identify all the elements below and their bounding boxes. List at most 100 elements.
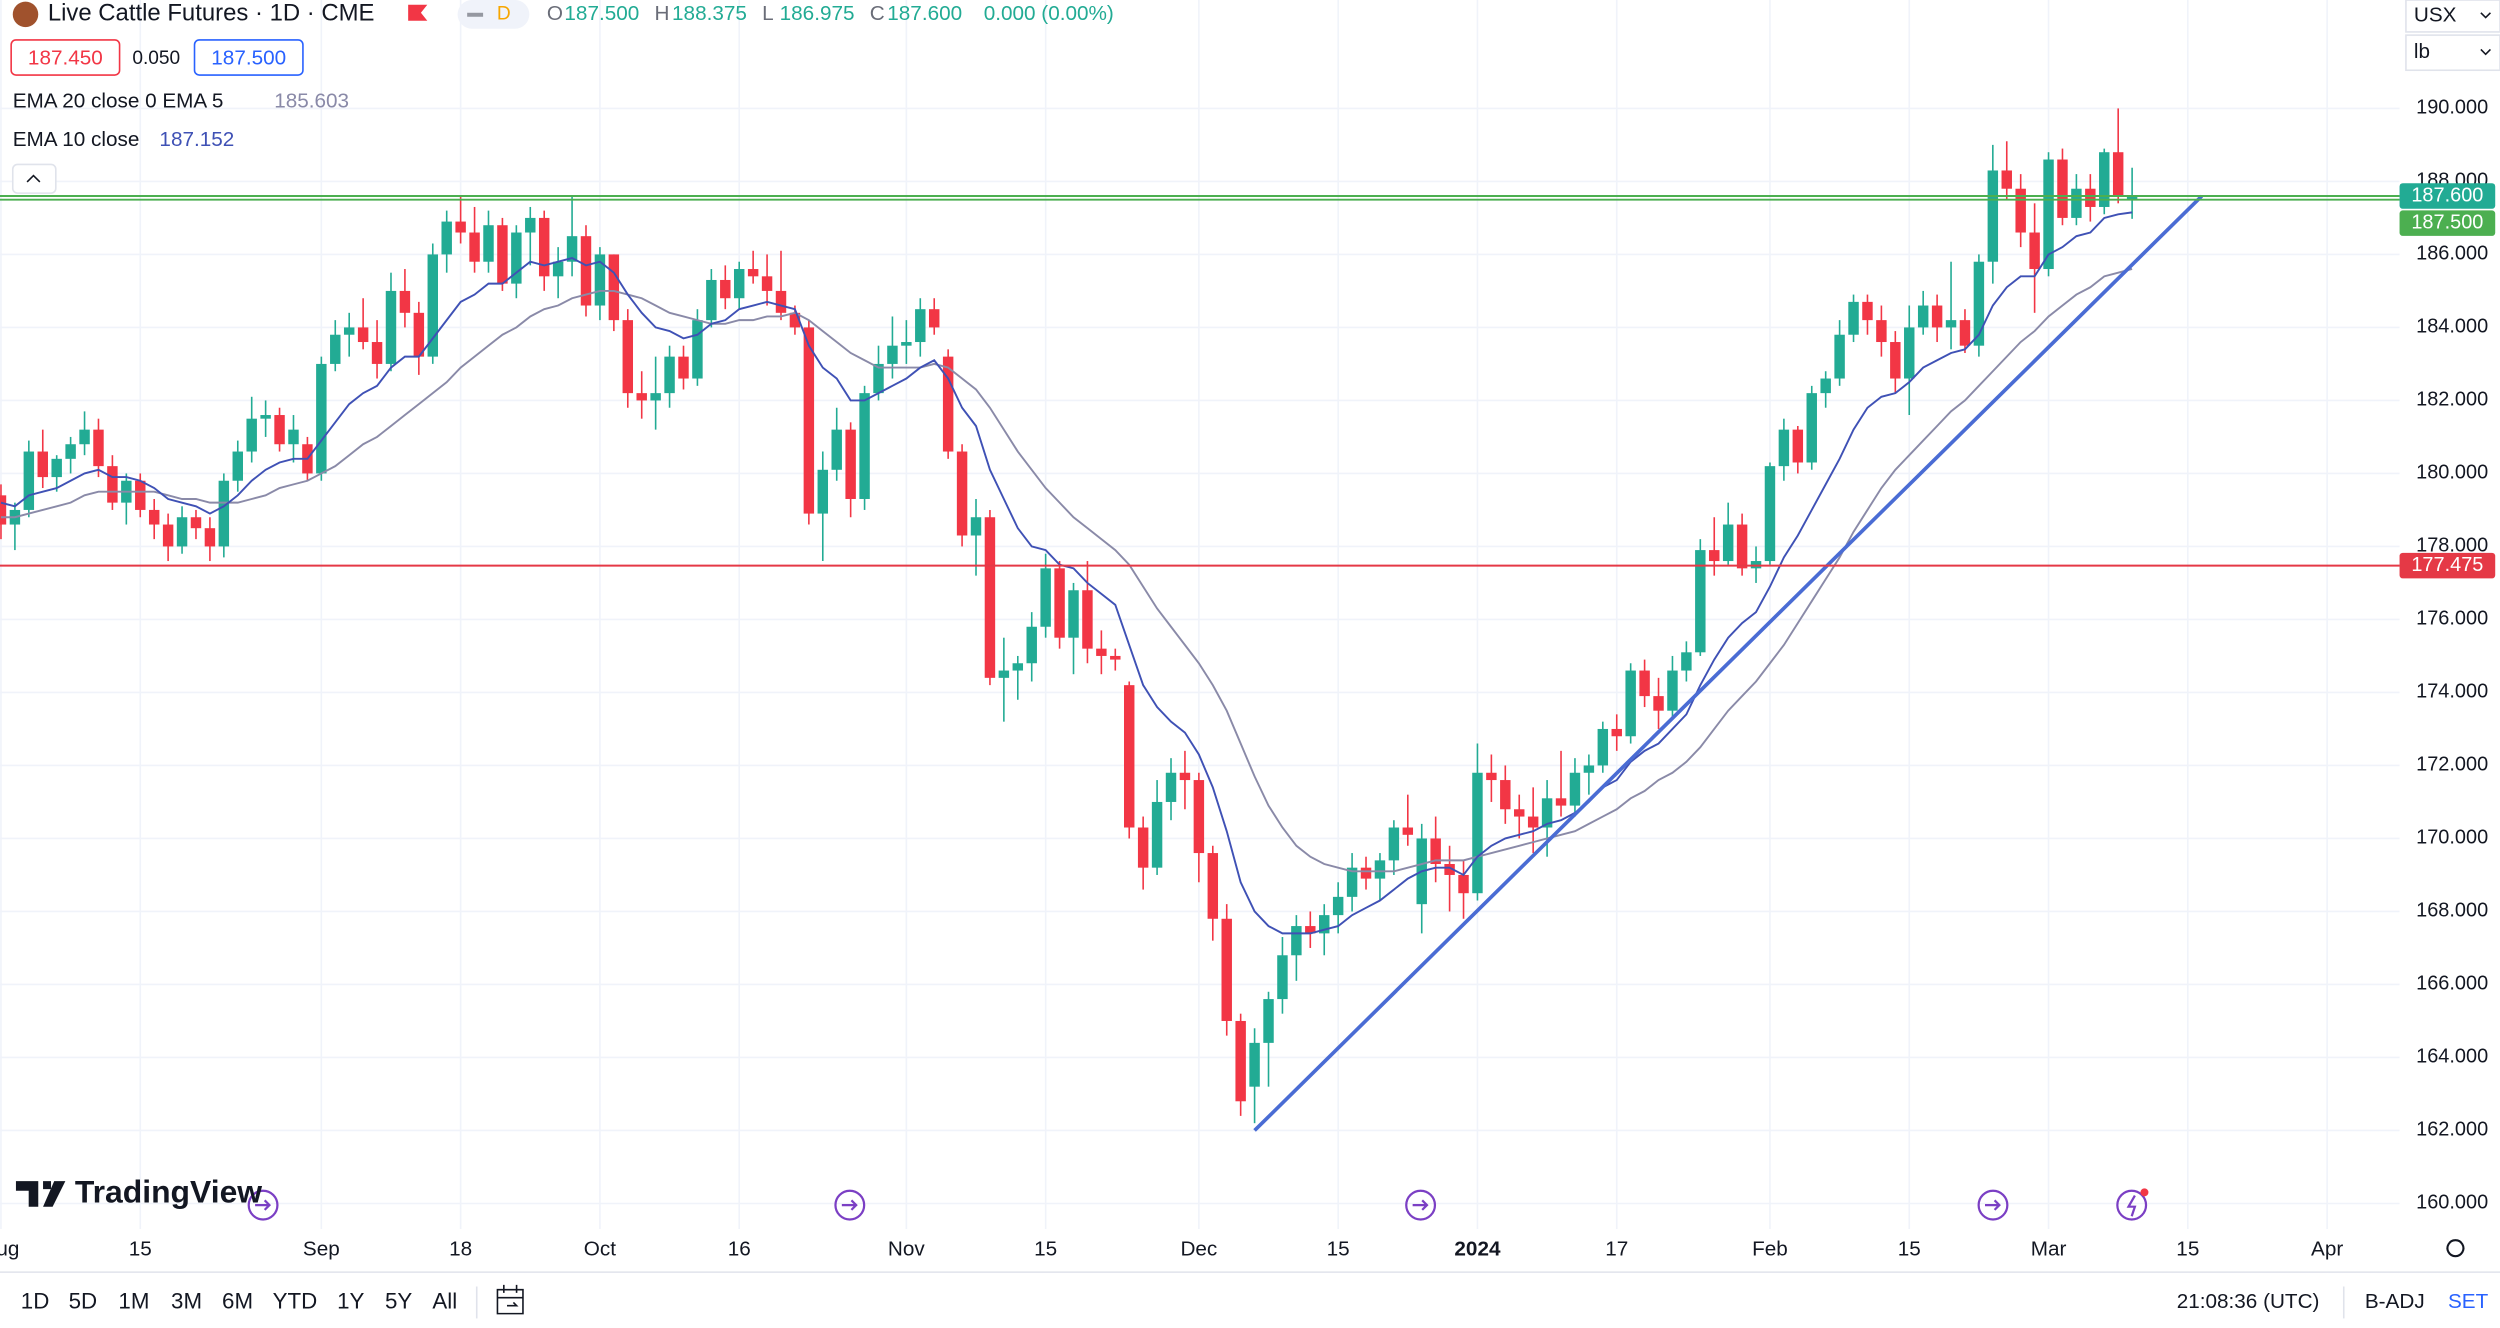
candle-body <box>1040 568 1051 627</box>
candle-body <box>1541 798 1553 828</box>
candle-body <box>385 290 397 364</box>
candle-body <box>1110 655 1121 660</box>
date-range-icon[interactable] <box>496 1284 524 1315</box>
candle-body <box>497 225 508 284</box>
bid[interactable]: 187.450 <box>28 47 103 70</box>
range-button[interactable]: 3M <box>171 1288 202 1313</box>
candle-body <box>1876 320 1887 343</box>
ask[interactable]: 187.500 <box>211 47 286 70</box>
candle-body <box>65 444 76 459</box>
collapse-icon <box>26 174 41 183</box>
bid-box[interactable] <box>10 39 121 76</box>
y-tick-label: 186.000 <box>2416 243 2488 265</box>
ask-box[interactable] <box>193 39 304 76</box>
collapse-button[interactable] <box>11 163 57 194</box>
candle-body <box>636 393 647 401</box>
candle-body <box>107 466 118 503</box>
flag-icon[interactable] <box>408 4 428 21</box>
candle-body <box>1569 772 1581 806</box>
candle-body <box>1500 780 1511 810</box>
clock[interactable]: 21:08:36 (UTC) <box>2177 1290 2320 1313</box>
candle-body <box>928 309 940 328</box>
candle-body <box>1235 1020 1246 1102</box>
y-tick-label: 190.000 <box>2416 97 2488 119</box>
range-button[interactable]: YTD <box>273 1288 318 1313</box>
candle-body <box>330 334 341 364</box>
interval-badge[interactable]: D <box>497 3 511 24</box>
y-tick-label: 170.000 <box>2416 827 2488 849</box>
candle-body <box>2126 196 2138 200</box>
candle-body <box>998 670 1010 678</box>
candle-body <box>1360 867 1372 879</box>
candle-body <box>1151 801 1163 868</box>
candle-body <box>2085 188 2096 207</box>
ohlc-key: L <box>762 2 774 25</box>
indicator-name[interactable]: EMA 10 close <box>13 128 140 151</box>
candle-body <box>1611 728 1622 737</box>
candle-body <box>413 312 425 357</box>
y-tick-label: 160.000 <box>2416 1192 2488 1214</box>
candle-body <box>845 429 856 499</box>
candle-body <box>51 458 62 478</box>
trend-line[interactable] <box>1253 194 2204 1132</box>
logo-text[interactable]: TradingView <box>75 1173 262 1209</box>
candle-body <box>1764 466 1776 562</box>
x-tick-label: Mar <box>2031 1237 2067 1260</box>
symbol-title[interactable]: Live Cattle Futures · 1D · CME <box>48 0 375 27</box>
candle-body <box>720 279 731 299</box>
event-dot <box>2140 1188 2149 1197</box>
badge[interactable] <box>457 0 530 29</box>
candle-body <box>427 254 438 357</box>
candle-body <box>1959 320 1971 346</box>
candle-body <box>566 236 578 262</box>
candle-body <box>2029 232 2040 270</box>
candle-body <box>162 524 174 547</box>
candle-body <box>1458 874 1469 894</box>
candle-body <box>1374 860 1386 879</box>
candle-body <box>1096 648 1107 656</box>
badge-dash <box>467 12 484 17</box>
range-button[interactable]: 1D <box>21 1288 50 1313</box>
candle-body <box>218 480 230 547</box>
candle-body <box>260 415 271 419</box>
candle-body <box>1305 926 1316 934</box>
currency[interactable]: USX <box>2414 3 2457 26</box>
candle-body <box>859 393 870 499</box>
range-button[interactable]: 5D <box>69 1288 98 1313</box>
change: 0.000 (0.00%) <box>984 2 1114 25</box>
plot <box>0 108 2400 1132</box>
y-tick-label: 178.000 <box>2416 535 2488 557</box>
candle-body <box>135 480 146 510</box>
candle-body <box>483 225 494 262</box>
range-button[interactable]: 1M <box>118 1288 149 1313</box>
settings-icon[interactable] <box>2446 1239 2465 1258</box>
range-button[interactable]: All <box>432 1288 457 1313</box>
y-tick-label: 180.000 <box>2416 462 2488 484</box>
candle-body <box>1806 393 1817 463</box>
range-button[interactable]: 1Y <box>337 1288 364 1313</box>
candle-body <box>1834 334 1845 379</box>
y-tick-label: 166.000 <box>2416 973 2488 995</box>
settlement-button[interactable]: SET <box>2448 1290 2489 1313</box>
ohlc-value: 187.600 <box>887 2 962 25</box>
candle-body <box>789 312 801 328</box>
candle-body <box>1082 590 1093 649</box>
unit[interactable]: lb <box>2414 40 2430 63</box>
price-label-box <box>2399 210 2496 236</box>
range-button[interactable]: 6M <box>222 1288 253 1313</box>
candle-body <box>1277 955 1288 1000</box>
x-tick-label: Dec <box>1180 1237 1217 1260</box>
range-button[interactable]: 5Y <box>385 1288 412 1313</box>
x-tick-label: Nov <box>888 1237 925 1260</box>
candle-body <box>2015 188 2026 233</box>
event-markers <box>247 1189 2148 1221</box>
candle-body <box>775 290 787 313</box>
indicator-name[interactable]: EMA 20 close 0 EMA 5 <box>13 90 224 113</box>
candle-body <box>1904 327 1915 379</box>
adjust-button[interactable]: B-ADJ <box>2365 1290 2425 1313</box>
price-label: 187.600 <box>2411 184 2483 206</box>
candle-body <box>1221 918 1232 1021</box>
candle-body <box>2001 170 2012 189</box>
candle-body <box>232 451 243 481</box>
